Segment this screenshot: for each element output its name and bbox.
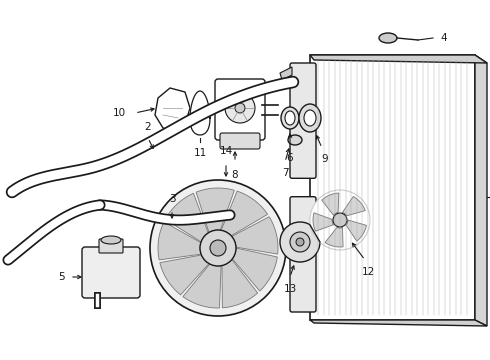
FancyBboxPatch shape	[290, 63, 316, 178]
Polygon shape	[196, 188, 234, 233]
Circle shape	[200, 230, 236, 266]
Polygon shape	[155, 88, 190, 132]
Polygon shape	[221, 191, 268, 236]
Polygon shape	[313, 213, 334, 231]
Ellipse shape	[299, 104, 321, 132]
Ellipse shape	[288, 135, 302, 145]
Polygon shape	[322, 193, 339, 215]
Polygon shape	[158, 222, 201, 260]
Polygon shape	[232, 248, 277, 291]
FancyBboxPatch shape	[290, 197, 316, 312]
Polygon shape	[310, 320, 487, 326]
Ellipse shape	[304, 110, 316, 126]
Polygon shape	[310, 55, 487, 63]
Polygon shape	[222, 260, 258, 308]
Text: 3: 3	[169, 194, 175, 204]
FancyBboxPatch shape	[99, 239, 123, 253]
Text: 11: 11	[194, 148, 207, 158]
FancyBboxPatch shape	[215, 79, 265, 140]
Polygon shape	[280, 67, 292, 80]
Polygon shape	[325, 228, 343, 247]
Text: 14: 14	[220, 146, 233, 156]
Text: 2: 2	[145, 122, 151, 132]
Text: 10: 10	[113, 108, 126, 118]
FancyBboxPatch shape	[82, 247, 140, 298]
Text: 6: 6	[287, 153, 294, 163]
Text: 12: 12	[362, 267, 375, 277]
Text: 13: 13	[283, 284, 296, 294]
Circle shape	[150, 180, 286, 316]
Circle shape	[333, 213, 347, 227]
Polygon shape	[232, 217, 278, 254]
Polygon shape	[346, 220, 367, 241]
Circle shape	[296, 238, 304, 246]
Circle shape	[210, 240, 226, 256]
Circle shape	[235, 103, 245, 113]
Ellipse shape	[379, 33, 397, 43]
Circle shape	[290, 232, 310, 252]
Bar	[310, 55, 475, 320]
Text: 9: 9	[322, 154, 328, 164]
Polygon shape	[190, 91, 210, 135]
Text: 7: 7	[282, 168, 288, 178]
Text: 5: 5	[58, 272, 65, 282]
Polygon shape	[343, 197, 366, 216]
Circle shape	[280, 222, 320, 262]
Circle shape	[310, 190, 370, 250]
Polygon shape	[160, 255, 209, 295]
Text: 4: 4	[440, 33, 446, 43]
Ellipse shape	[101, 236, 121, 244]
Text: 8: 8	[232, 170, 238, 180]
Circle shape	[225, 93, 255, 123]
Polygon shape	[183, 264, 221, 308]
Polygon shape	[475, 55, 487, 326]
Ellipse shape	[281, 107, 299, 129]
FancyBboxPatch shape	[220, 133, 260, 149]
Ellipse shape	[285, 111, 295, 125]
Polygon shape	[165, 193, 208, 242]
